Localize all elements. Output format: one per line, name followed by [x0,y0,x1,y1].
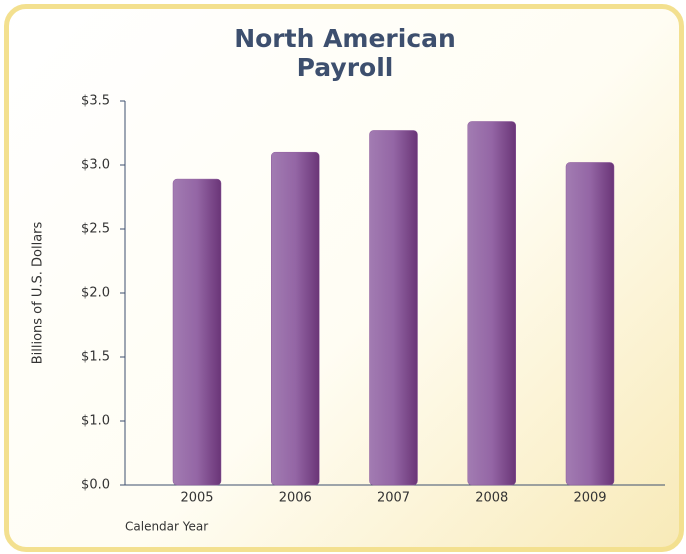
y-tick-label: $3.5 [81,94,110,109]
x-axis-label: Calendar Year [125,520,208,534]
y-tick-label: $1.0 [81,414,110,429]
y-tick-label: $2.0 [81,286,110,301]
bar [369,130,418,486]
bar [467,121,516,486]
y-tick-label: $1.5 [81,350,110,365]
x-tick-label: 2006 [279,491,312,506]
y-tick-label: $2.5 [81,222,110,237]
bar [172,178,222,486]
x-tick-label: 2007 [377,491,410,506]
y-axis-label: Billions of U.S. Dollars [31,221,46,364]
y-tick-label: $0.0 [81,478,110,493]
y-tick-label: $3.0 [81,158,110,173]
bar [271,151,320,486]
bar [565,162,615,486]
x-tick-label: 2008 [475,491,508,506]
x-tick-label: 2005 [180,491,213,506]
x-tick-label: 2009 [573,491,606,506]
chart-title: North American Payroll [234,24,456,82]
